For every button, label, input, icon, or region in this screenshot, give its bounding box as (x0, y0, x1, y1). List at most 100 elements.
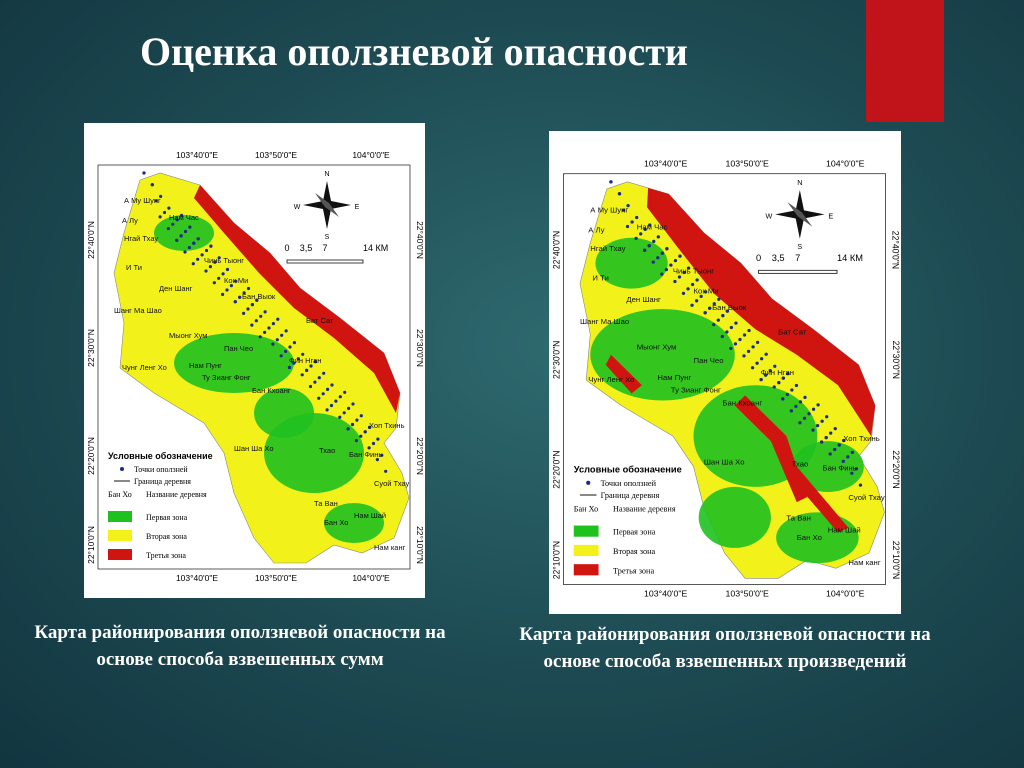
landslide-point (196, 257, 200, 261)
village-label: Шан Ша Хо (234, 444, 274, 453)
village-label: А Лу (588, 226, 604, 235)
zone-patch (254, 388, 314, 438)
scale-label: 14 КМ (363, 243, 388, 253)
landslide-point (647, 244, 651, 248)
landslide-point (621, 208, 626, 212)
landslide-point (321, 392, 325, 396)
landslide-point (196, 237, 200, 241)
landslide-point (355, 418, 359, 422)
landslide-point (322, 371, 326, 375)
landslide-point (238, 295, 242, 299)
village-label: Кок Ми (694, 287, 719, 296)
landslide-point (725, 330, 729, 334)
village-label: Ден Шанг (626, 295, 661, 304)
landslide-point (665, 247, 669, 251)
scale-label: 14 КМ (837, 253, 863, 263)
landslide-point (837, 443, 841, 447)
landslide-point (673, 279, 677, 284)
landslide-point (267, 326, 271, 330)
landslide-point (234, 279, 238, 283)
lon-label: 103°50'0"E (255, 150, 297, 160)
zone-patch (734, 395, 808, 503)
scale-bar (758, 269, 838, 274)
village-label: Бан Хо (324, 518, 348, 527)
landslide-point (609, 180, 613, 184)
lat-label: 22°30'0"N (551, 341, 561, 379)
compass-letter: E (828, 212, 833, 220)
landslide-point (351, 402, 355, 406)
landslide-point (712, 302, 716, 306)
landslide-point (729, 346, 733, 351)
landslide-point (208, 265, 212, 269)
landslide-point (225, 288, 229, 292)
legend-label: Первая зона (613, 528, 656, 537)
village-label: Нам Шай (354, 511, 386, 520)
landslide-point (729, 325, 734, 330)
zone-patch (788, 466, 849, 533)
village-label: Тхао (319, 446, 335, 455)
landslide-point (308, 384, 313, 389)
legend-label: Первая зона (146, 513, 188, 522)
legend-swatch (108, 549, 132, 560)
landslide-point (346, 427, 350, 431)
village-label: А Му Шунг (590, 205, 628, 214)
lat-label: 22°10'0"N (86, 526, 96, 564)
landslide-point (664, 267, 669, 272)
landslide-point (617, 192, 622, 196)
landslide-point (794, 383, 799, 388)
landslide-point (660, 272, 664, 276)
landslide-point (279, 354, 283, 358)
landslide-point (816, 403, 820, 407)
landslide-point (656, 256, 660, 260)
village-label: Пан Чео (224, 344, 253, 353)
landslide-point (794, 404, 798, 408)
landslide-point (175, 238, 179, 242)
legend-label: Точки оползней (601, 479, 657, 488)
landslide-point (725, 309, 730, 313)
landslide-point (212, 281, 216, 285)
lat-label: 22°40'0"N (891, 231, 901, 269)
landslide-point (183, 229, 188, 234)
village-label: Суой Тхау (374, 479, 410, 488)
landslide-point (686, 266, 691, 270)
village-label: Фин Нган (761, 368, 794, 377)
landslide-point (192, 241, 196, 245)
legend-swatch (573, 564, 599, 576)
landslide-point (781, 397, 785, 401)
landslide-point (187, 246, 191, 250)
landslide-point (699, 294, 703, 298)
landslide-point (280, 333, 284, 337)
village-label: Хоп Тхинь (843, 434, 880, 443)
landslide-point (263, 310, 267, 314)
landslide-point (690, 303, 694, 307)
landslide-point (221, 272, 225, 276)
landslide-point (259, 314, 263, 318)
landslide-point (347, 406, 351, 410)
compass-letter: W (294, 204, 301, 211)
landslide-point (242, 291, 246, 295)
landslide-point (183, 250, 187, 254)
landslide-point (781, 376, 785, 380)
landslide-point (246, 286, 251, 291)
landslide-point (179, 234, 183, 238)
village-label: И Ти (126, 263, 142, 272)
landslide-point (703, 311, 707, 315)
zone-patch (154, 215, 214, 251)
landslide-point (634, 215, 639, 220)
landslide-point (690, 282, 695, 287)
village-label: Шанг Ма Шао (580, 317, 629, 326)
landslide-point (652, 239, 656, 243)
landslide-point (846, 455, 850, 459)
landslide-point (204, 269, 208, 273)
landslide-point (191, 262, 195, 266)
landslide-point (255, 298, 259, 302)
scale-label: 0 (756, 253, 761, 263)
village-label: Бан Выок (712, 303, 747, 312)
zone-patch (698, 486, 771, 548)
map-caption: Карта районирования оползневой опасности… (519, 624, 931, 672)
landslide-point (313, 380, 317, 384)
legend-label: Точки оползней (134, 465, 188, 474)
landslide-point (815, 424, 820, 428)
landslide-point (158, 215, 162, 219)
